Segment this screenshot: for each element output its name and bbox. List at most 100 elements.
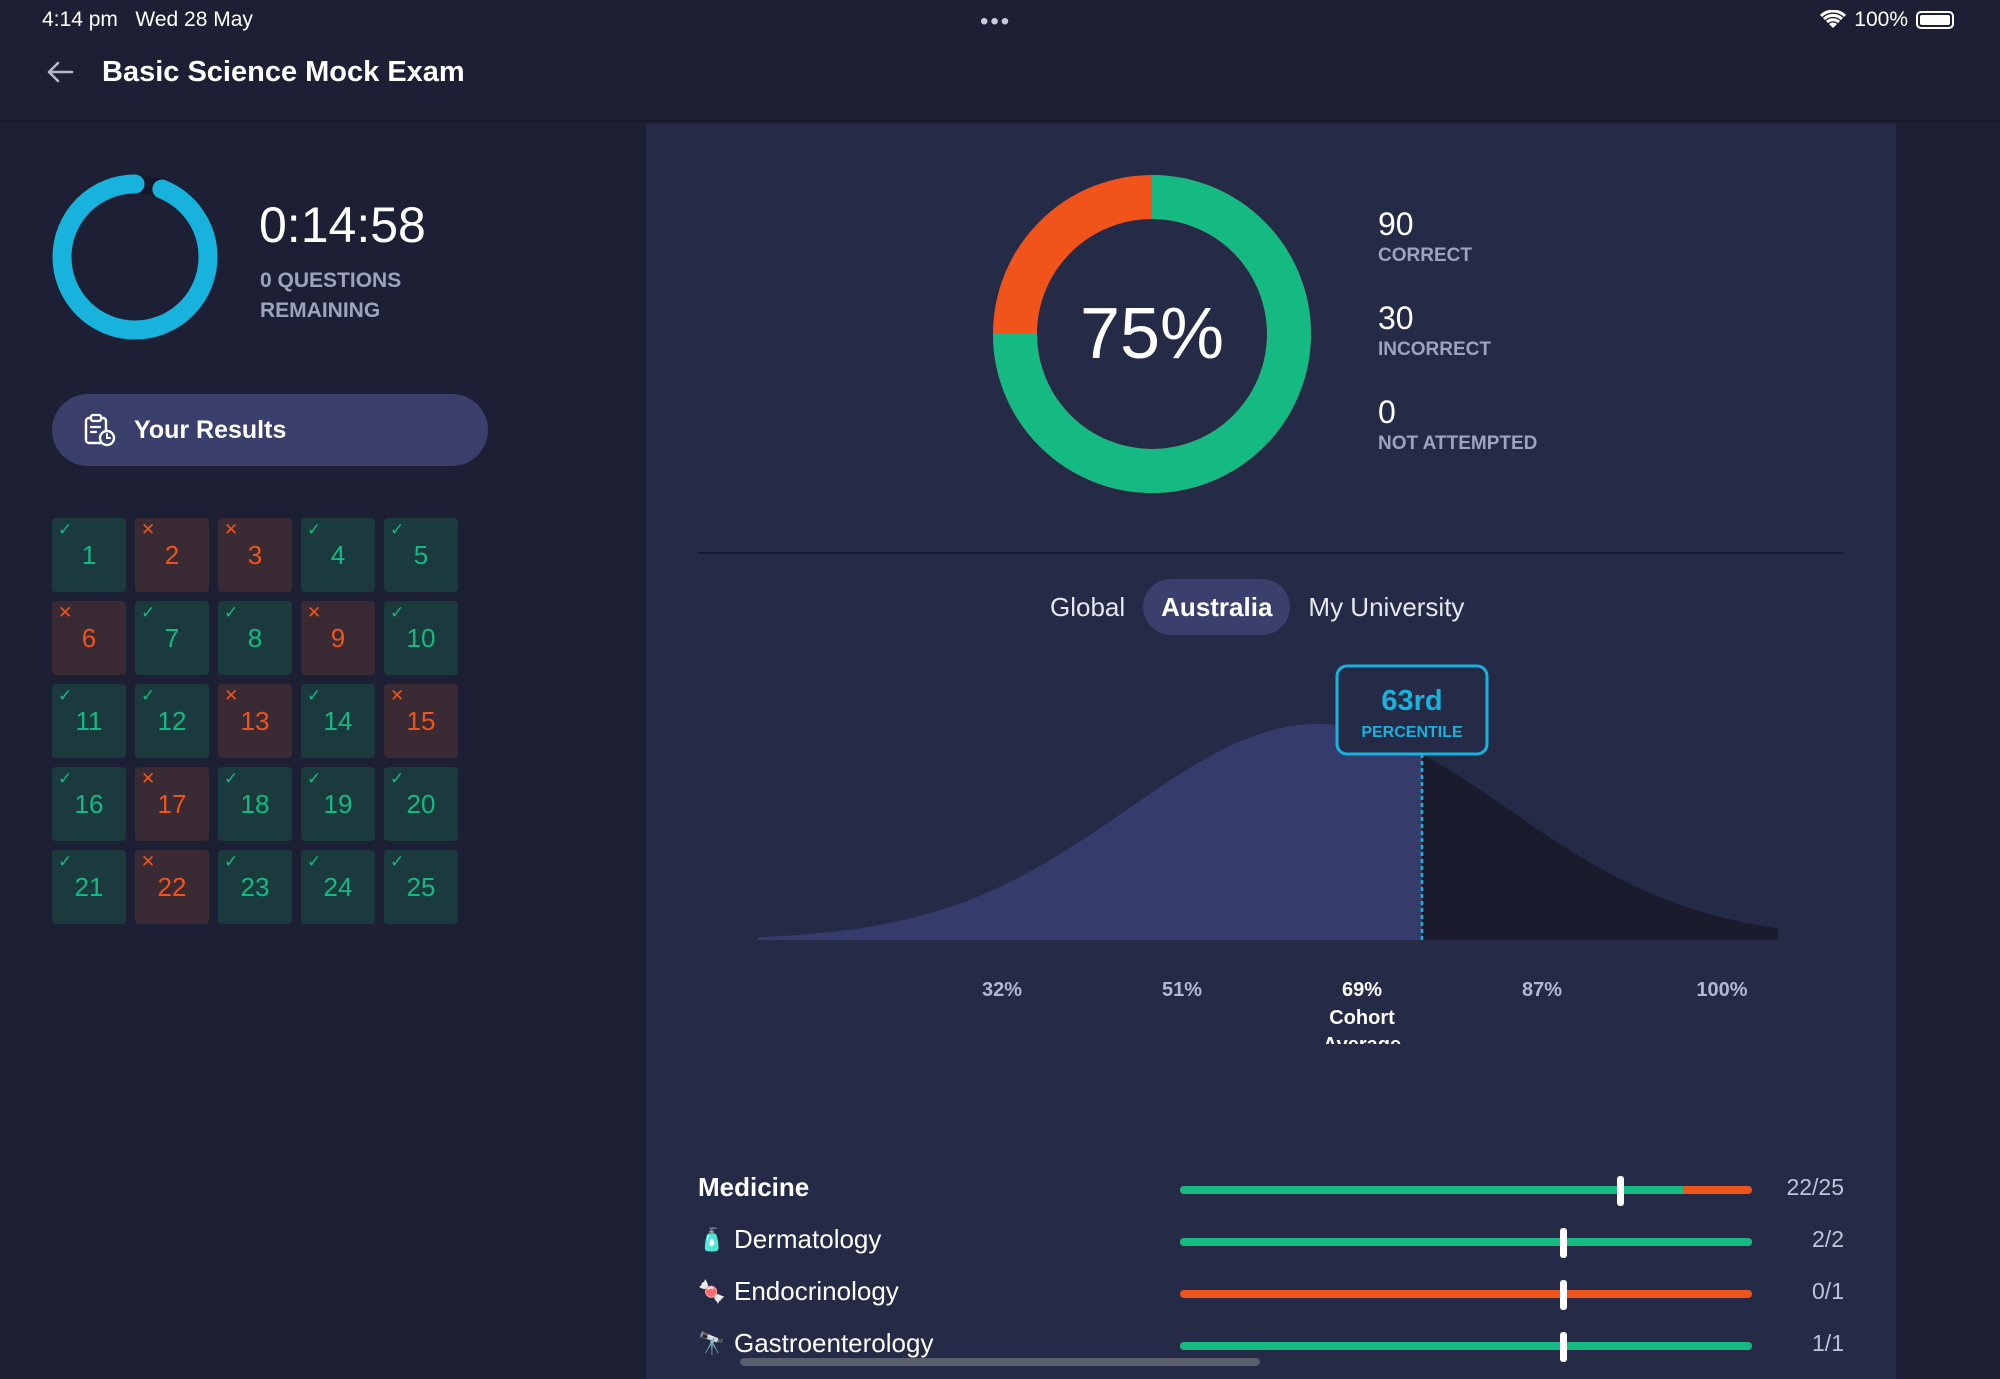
category-score: 22/25 [1786,1174,1844,1200]
left-panel: 0:14:58 0 QUESTIONS REMAINING Your Resul… [0,124,646,1379]
checkmark-icon: ✓ [58,686,73,705]
checkmark-icon: ✓ [307,852,322,871]
question-number: 7 [164,622,180,653]
score-donut [993,175,1311,493]
question-tile[interactable]: ✓ 16 [52,767,126,841]
question-tile[interactable]: ✓ 20 [384,767,458,841]
multitasking-dots-icon[interactable]: ••• [980,8,1012,35]
category-name: 🔭 Gastroenterology [698,1328,933,1359]
checkmark-icon: ✓ [141,603,156,622]
question-number: 3 [247,539,263,570]
category-bar-fill [1180,1186,1684,1194]
incorrect-label: INCORRECT [1378,339,1491,360]
question-tile[interactable]: ✓ 19 [301,767,375,841]
question-tile[interactable]: ✕ 2 [135,518,209,592]
question-tile[interactable]: ✓ 5 [384,518,458,592]
question-tile[interactable]: ✕ 3 [218,518,292,592]
question-tile[interactable]: ✓ 4 [301,518,375,592]
category-label: Dermatology [734,1224,882,1254]
correct-stat: 90 CORRECT [1378,206,1472,267]
question-tile[interactable]: ✕ 22 [135,850,209,924]
incorrect-stat: 30 INCORRECT [1378,300,1491,361]
axis-tick-label: 69% [1342,979,1382,1001]
cross-icon: ✕ [58,603,73,622]
distribution-below-score [758,724,1422,940]
horizontal-scrollbar[interactable] [740,1358,1260,1366]
category-score: 2/2 [1812,1226,1844,1252]
axis-tick-label: 51% [1162,979,1202,1001]
question-tile[interactable]: ✓ 8 [218,601,292,675]
question-tile[interactable]: ✓ 24 [301,850,375,924]
question-number: 20 [406,788,436,819]
telescope-icon: 🔭 [698,1330,726,1356]
checkmark-icon: ✓ [307,520,322,539]
question-tile[interactable]: ✓ 12 [135,684,209,758]
question-tile[interactable]: ✕ 13 [218,684,292,758]
question-number: 1 [81,539,97,570]
category-row[interactable]: 🍬 Endocrinology 0/1 [698,1268,1844,1320]
question-tile[interactable]: ✓ 11 [52,684,126,758]
correct-label: CORRECT [1378,245,1472,266]
question-number: 21 [74,871,104,902]
question-tile[interactable]: ✕ 15 [384,684,458,758]
checkmark-icon: ✓ [390,769,405,788]
question-tile[interactable]: ✓ 25 [384,850,458,924]
correct-arc [993,175,1311,493]
question-number: 5 [413,539,429,570]
category-row[interactable]: Medicine 22/25 [698,1164,1844,1216]
question-tile[interactable]: ✕ 17 [135,767,209,841]
question-number: 24 [323,871,353,902]
question-number: 23 [240,871,270,902]
question-tile[interactable]: ✓ 18 [218,767,292,841]
category-name: 🧴 Dermatology [698,1224,881,1255]
question-number: 16 [74,788,104,819]
checkmark-icon: ✓ [224,603,239,622]
timer-value: 0:14:58 [259,197,426,253]
question-number: 13 [240,705,270,736]
incorrect-count: 30 [1378,300,1414,336]
back-button[interactable] [40,52,80,92]
divider [698,552,1844,554]
percentile-value: 63rd [1381,685,1442,717]
question-tile[interactable]: ✕ 6 [52,601,126,675]
tab-global[interactable]: Global [1050,591,1126,622]
score-percent: 75% [1079,294,1225,374]
clipboard-clock-icon [84,413,116,447]
cross-icon: ✕ [141,852,156,871]
cross-icon: ✕ [141,520,156,539]
question-tile[interactable]: ✓ 7 [135,601,209,675]
category-row[interactable]: 🔭 Gastroenterology 1/1 [698,1320,1844,1372]
category-bar-track [1180,1290,1752,1298]
checkmark-icon: ✓ [58,769,73,788]
status-indicators: 100% [1820,8,1954,32]
tab-my-university[interactable]: My University [1308,591,1465,622]
checkmark-icon: ✓ [390,852,405,871]
questions-remaining: 0 QUESTIONS REMAINING [260,269,402,322]
category-score: 1/1 [1812,1330,1844,1356]
question-number: 18 [240,788,270,819]
your-results-button[interactable]: Your Results [52,394,488,466]
category-label: Medicine [698,1172,810,1202]
checkmark-icon: ✓ [307,769,322,788]
cohort-average-label: Average [1323,1034,1401,1044]
question-tile[interactable]: ✓ 23 [218,850,292,924]
cross-icon: ✕ [224,520,239,539]
axis-tick-label: 100% [1696,979,1747,1001]
axis-tick-label: 87% [1522,979,1562,1001]
question-tile[interactable]: ✓ 10 [384,601,458,675]
category-row[interactable]: 🧴 Dermatology 2/2 [698,1216,1844,1268]
question-tile[interactable]: ✓ 1 [52,518,126,592]
tab-australia[interactable]: Australia [1143,579,1291,635]
question-tile[interactable]: ✕ 9 [301,601,375,675]
question-tile[interactable]: ✓ 21 [52,850,126,924]
checkmark-icon: ✓ [58,520,73,539]
question-number: 8 [247,622,263,653]
question-tile[interactable]: ✓ 14 [301,684,375,758]
axis-tick-label: 32% [982,979,1022,1001]
category-bar-fill [1180,1238,1752,1246]
cross-icon: ✕ [390,686,405,705]
category-breakdown: Medicine 22/25 🧴 Dermatology 2/2 🍬 Endocrinolo… [698,1164,1844,1372]
category-bar-fill [1180,1342,1752,1350]
app-header: Basic Science Mock Exam [0,40,2000,122]
question-number: 6 [81,622,97,653]
